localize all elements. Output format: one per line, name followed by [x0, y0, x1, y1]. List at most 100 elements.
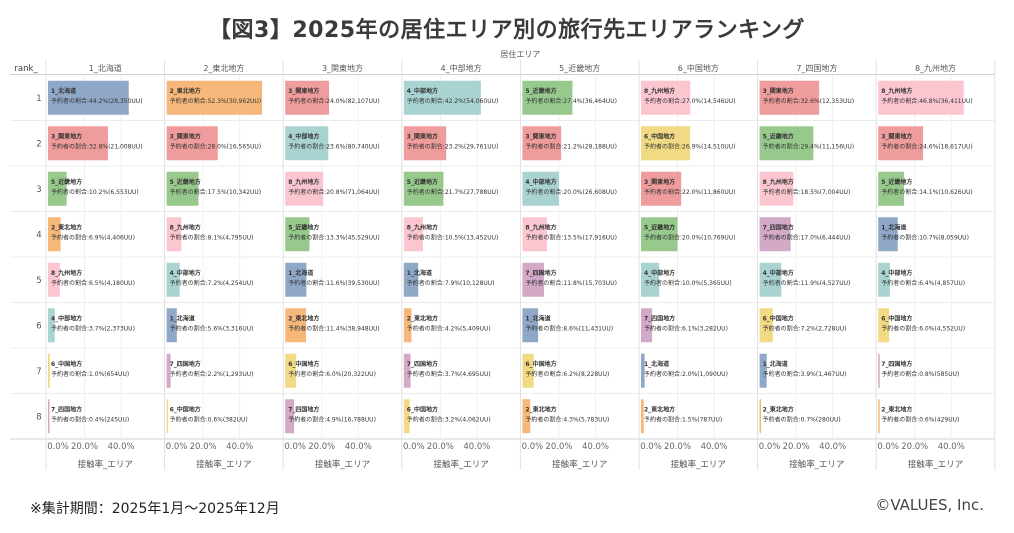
bar-area-label: 5_近畿地方: [644, 223, 675, 231]
bar-value-label: 予約者の割合:6.9%(4,406UU): [51, 233, 135, 241]
bar: [48, 171, 67, 206]
bar-value-label: 予約者の割合:21.7%(27,788UU): [407, 188, 499, 196]
bar: [878, 171, 904, 206]
bar-area-label: 8_九州地方: [644, 87, 675, 95]
x-tick-label: 0.0%: [166, 442, 188, 452]
bar-area-label: 1_北海道: [51, 87, 76, 95]
x-axis-title: 接触率_エリア: [196, 459, 251, 470]
bar: [403, 353, 411, 388]
panel-header: 2_東北地方: [203, 63, 244, 73]
bar: [641, 399, 644, 434]
bar-area-label: 4_中部地方: [407, 87, 438, 95]
bar: [522, 399, 531, 434]
bar-area-label: 8_九州地方: [525, 223, 556, 231]
bar-value-label: 予約者の割合:6.0%(4,552UU): [881, 324, 965, 332]
bar: [48, 217, 61, 252]
bar: [878, 353, 880, 388]
bar: [878, 217, 898, 252]
bar: [166, 399, 169, 434]
bar-area-label: 5_近畿地方: [288, 223, 319, 231]
bar-value-label: 予約者の割合:3.2%(4,062UU): [407, 415, 491, 423]
x-tick-label: 20.0%: [190, 442, 217, 452]
bar-value-label: 予約者の割合:10.7%(8,059UU): [881, 233, 969, 241]
bar: [759, 399, 762, 434]
bar: [641, 126, 691, 161]
panel-header: 5_近畿地方: [559, 63, 600, 73]
x-axis-title: 接触率_エリア: [78, 459, 133, 470]
bar-value-label: 予約者の割合:6.5%(4,180UU): [51, 279, 135, 287]
bar-area-label: 3_関東地方: [288, 87, 319, 95]
bar-area-label: 1_北海道: [881, 223, 906, 231]
bar-area-label: 8_九州地方: [170, 223, 201, 231]
bar-value-label: 予約者の割合:0.6%(382UU): [170, 415, 248, 423]
bar: [403, 126, 447, 161]
bar-area-label: 3_関東地方: [763, 87, 794, 95]
x-axis-title: 接触率_エリア: [552, 459, 607, 470]
bar-area-label: 3_関東地方: [881, 132, 912, 140]
bar-value-label: 予約者の割合:20.8%(71,064UU): [288, 188, 380, 196]
x-tick-label: 40.0%: [108, 442, 135, 452]
column-group-label: 居住エリア: [500, 49, 540, 59]
x-tick-label: 0.0%: [284, 442, 306, 452]
bar-value-label: 予約者の割合:4.2%(5,409UU): [407, 324, 491, 332]
bar-value-label: 予約者の割合:11.9%(4,527UU): [763, 279, 851, 287]
bar-area-label: 3_関東地方: [644, 178, 675, 186]
bar-area-label: 2_東北地方: [51, 223, 82, 231]
bar: [759, 217, 791, 252]
bar-area-label: 5_近畿地方: [881, 178, 912, 186]
bar: [166, 217, 182, 252]
bar-area-label: 6_中国地方: [51, 360, 82, 368]
bar: [403, 262, 419, 297]
bar: [522, 126, 562, 161]
bar: [166, 353, 171, 388]
bar-area-label: 6_中国地方: [170, 405, 201, 413]
bar: [759, 126, 814, 161]
bar: [878, 126, 924, 161]
x-tick-label: 40.0%: [345, 442, 372, 452]
bar-value-label: 予約者の割合:4.9%(16,788UU): [288, 415, 376, 423]
bar-value-label: 予約者の割合:13.5%(17,916UU): [525, 233, 617, 241]
x-tick-label: 40.0%: [938, 442, 965, 452]
rank-label-1: 1: [36, 94, 41, 104]
bar-value-label: 予約者の割合:11.8%(15,703UU): [525, 279, 617, 287]
bar: [285, 262, 307, 297]
bar-area-label: 6_中国地方: [644, 132, 675, 140]
bar-area-label: 1_北海道: [288, 269, 313, 277]
bar-value-label: 予約者の割合:6.0%(20,322UU): [288, 370, 376, 378]
bar: [641, 262, 660, 297]
panel-header: 1_北海道: [89, 63, 122, 73]
x-tick-label: 20.0%: [71, 442, 98, 452]
bar-area-label: 8_九州地方: [407, 223, 438, 231]
bar-area-label: 7_四国地方: [763, 223, 794, 231]
rank-axis-label: rank_: [14, 64, 38, 74]
bar-value-label: 予約者の割合:27.4%(36,464UU): [525, 97, 617, 105]
bar: [403, 217, 423, 252]
bar-area-label: 7_四国地方: [881, 360, 912, 368]
bar-value-label: 予約者の割合:11.4%(38,948UU): [288, 324, 380, 332]
bar-value-label: 予約者の割合:10.0%(5,365UU): [644, 279, 732, 287]
bar: [403, 80, 481, 115]
bar-area-label: 4_中部地方: [881, 269, 912, 277]
bar-area-label: 7_四国地方: [288, 405, 319, 413]
bar-area-label: 6_中国地方: [763, 314, 794, 322]
bar-area-label: 1_北海道: [170, 314, 195, 322]
bar-area-label: 8_九州地方: [763, 178, 794, 186]
bar: [48, 126, 108, 161]
bar-area-label: 4_中部地方: [51, 314, 82, 322]
bar: [48, 308, 55, 343]
bar-value-label: 予約者の割合:44.2%(28,350UU): [51, 97, 143, 105]
bar-area-label: 5_近畿地方: [407, 178, 438, 186]
bar: [403, 399, 410, 434]
bar-value-label: 予約者の割合:26.9%(14,510UU): [644, 142, 736, 150]
bar: [166, 308, 177, 343]
bar-value-label: 予約者の割合:6.4%(4,857UU): [881, 279, 965, 287]
panel-header: 6_中国地方: [678, 63, 719, 73]
x-tick-label: 0.0%: [759, 442, 781, 452]
bar-area-label: 6_中国地方: [288, 360, 319, 368]
bar-value-label: 予約者の割合:20.0%(26,608UU): [525, 188, 617, 196]
x-tick-label: 20.0%: [427, 442, 454, 452]
x-tick-label: 40.0%: [582, 442, 609, 452]
copyright-credit: ©VALUES, Inc.: [875, 496, 984, 514]
bar-area-label: 6_中国地方: [525, 360, 556, 368]
bar-value-label: 予約者の割合:24.6%(18,617UU): [881, 142, 973, 150]
